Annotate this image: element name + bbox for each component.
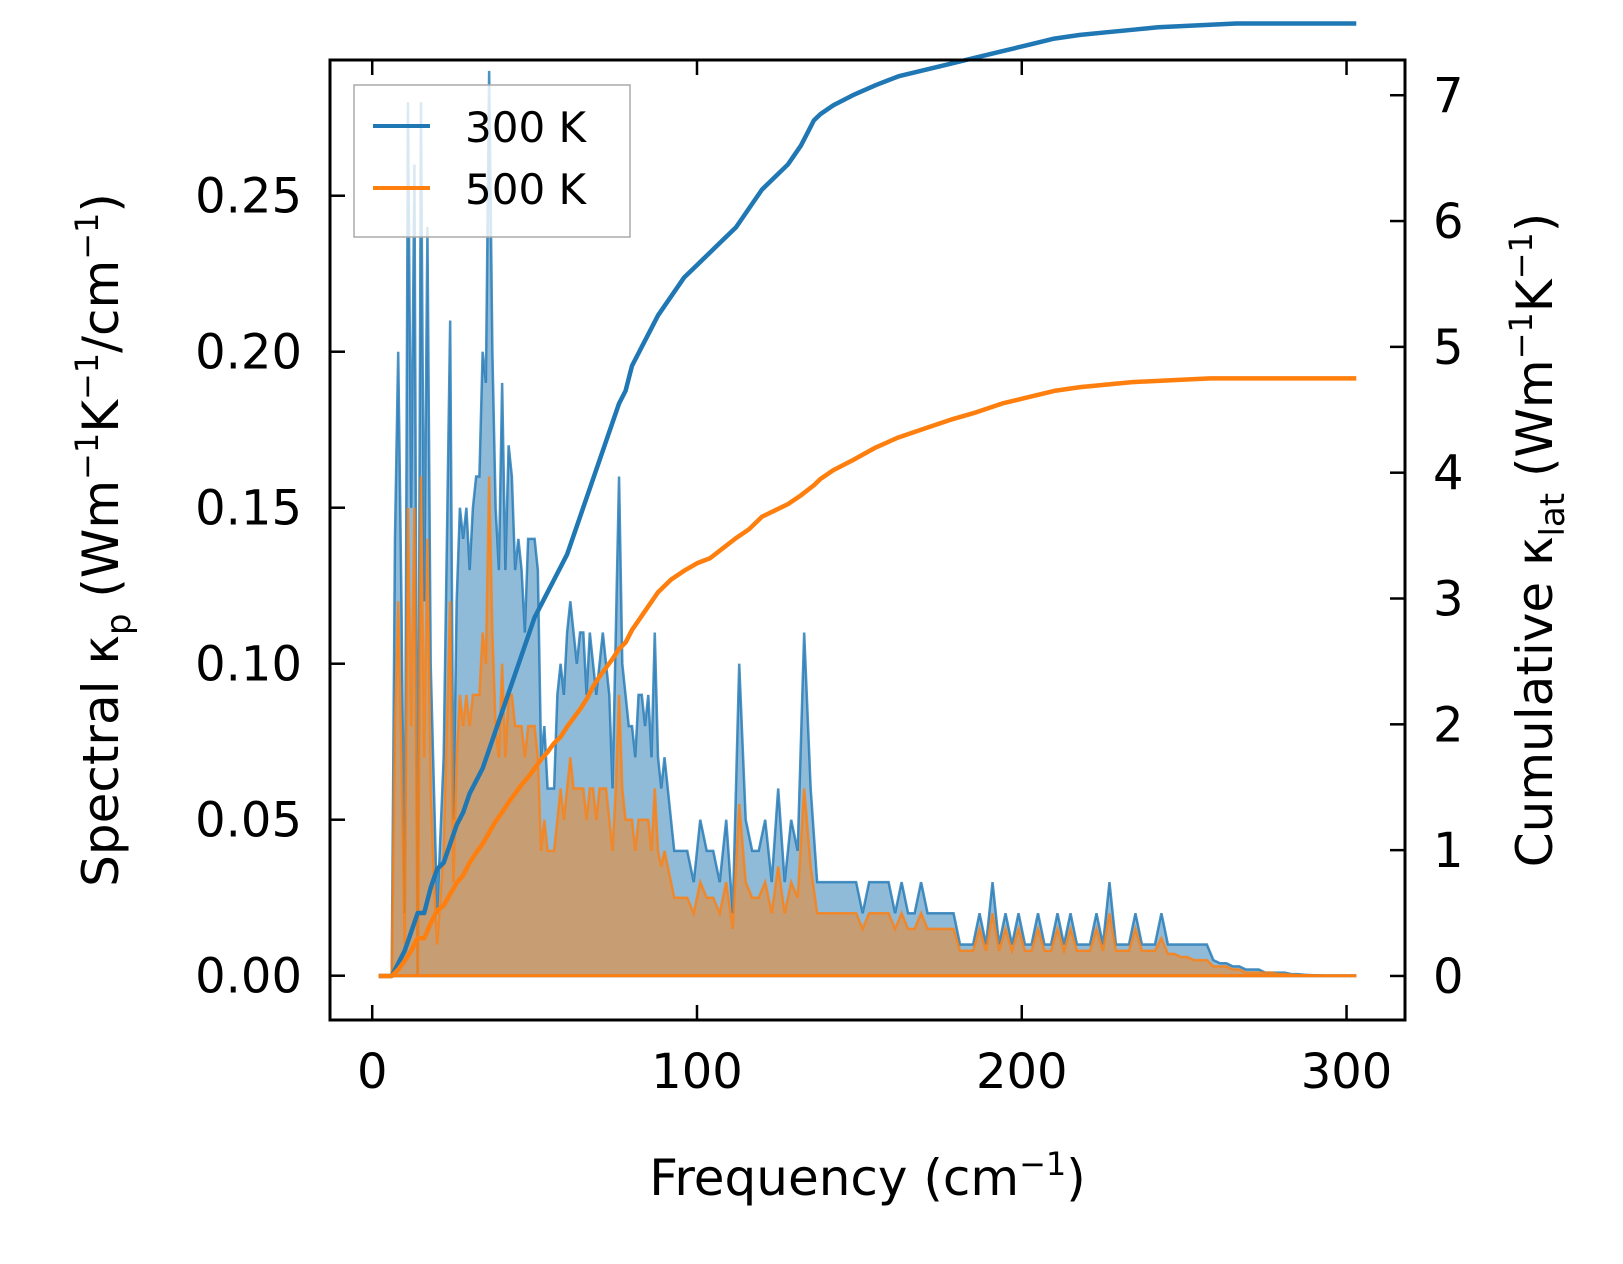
cumulative-line-300k bbox=[378, 21, 1357, 979]
plot-frame bbox=[328, 58, 1407, 1022]
legend-box bbox=[353, 84, 631, 238]
y-right-tick-label: 6 bbox=[1433, 194, 1464, 250]
y-axis-left-title: Spectral κp (Wm−1K−1/cm−1) bbox=[68, 193, 139, 887]
axis-ticks: 0 100 200 300 0.00 0.05 0.10 0.15 0.20 0.25 0 1 2 3 4 5… bbox=[195, 60, 1464, 1100]
y-right-tick-label: 7 bbox=[1433, 68, 1464, 124]
x-tick-label: 300 bbox=[1301, 1044, 1393, 1100]
data-lines bbox=[378, 21, 1357, 979]
cumulative-line-500k bbox=[378, 376, 1357, 979]
y-right-tick-label: 4 bbox=[1433, 446, 1464, 502]
x-tick-label: 200 bbox=[976, 1044, 1068, 1100]
spectral-line-300k bbox=[378, 70, 1331, 977]
legend-label-300k: 300 K bbox=[465, 103, 588, 152]
x-axis-title: Frequency (cm−1) bbox=[649, 1145, 1086, 1207]
y-left-tick-label: 0.05 bbox=[195, 793, 302, 849]
y-left-tick-label: 0.10 bbox=[195, 637, 302, 693]
spectral-line-500k bbox=[378, 476, 1331, 977]
legend-label-500k: 500 K bbox=[465, 165, 588, 214]
y-right-tick-label: 3 bbox=[1433, 572, 1464, 628]
x-tick-label: 100 bbox=[651, 1044, 743, 1100]
x-tick-label: 0 bbox=[357, 1044, 388, 1100]
y-right-tick-label: 5 bbox=[1433, 320, 1464, 376]
y-right-tick-label: 1 bbox=[1433, 823, 1464, 879]
spectral-fill-areas bbox=[378, 70, 1357, 978]
spectral-area-500k bbox=[378, 476, 1331, 976]
y-axis-right-title: Cumulative κlat (Wm−1K−1) bbox=[1502, 213, 1573, 868]
y-right-tick-label: 0 bbox=[1433, 949, 1464, 1005]
legend: 300 K 500 K bbox=[353, 84, 631, 238]
y-left-tick-label: 0.00 bbox=[195, 949, 302, 1005]
y-left-tick-label: 0.20 bbox=[195, 325, 302, 381]
y-right-tick-label: 2 bbox=[1433, 697, 1464, 753]
y-left-tick-label: 0.15 bbox=[195, 481, 302, 537]
y-left-tick-label: 0.25 bbox=[195, 169, 302, 225]
